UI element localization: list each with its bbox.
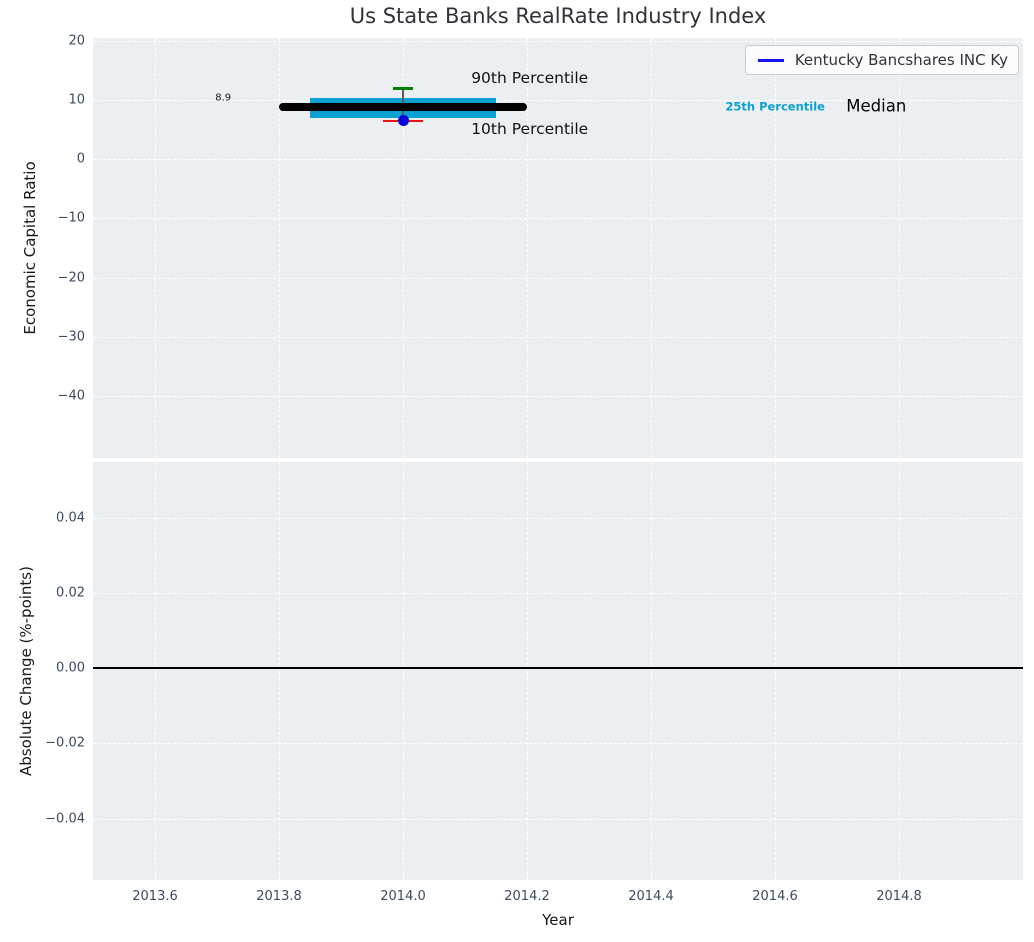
y-tick-label: −20: [57, 270, 85, 286]
y-tick-label: −30: [57, 329, 85, 345]
x-gridline: [527, 38, 528, 458]
y-gridline: [93, 818, 1023, 820]
median-value-label: 8.9: [215, 92, 232, 104]
top-y-axis-label: Economic Capital Ratio: [21, 161, 39, 335]
y-gridline: [93, 336, 1023, 338]
y-tick-label: 0.02: [56, 585, 85, 601]
top-axes: [93, 38, 1023, 458]
y-tick-label: −40: [57, 388, 85, 404]
y-gridline: [93, 277, 1023, 279]
x-gridline: [155, 38, 156, 458]
x-gridline: [775, 38, 776, 458]
x-axis-label: Year: [542, 911, 574, 929]
x-tick-label: 2014.6: [752, 889, 798, 904]
y-tick-label: 0.00: [56, 660, 85, 676]
y-gridline: [93, 159, 1023, 161]
company-point: [397, 115, 409, 127]
annotation-median: Median: [846, 96, 907, 116]
annotation-90th-percentile: 90th Percentile: [471, 69, 589, 88]
legend-label: Kentucky Bancshares INC Ky: [794, 51, 1008, 69]
annotation-25th-percentile: 25th Percentile: [725, 99, 825, 114]
y-tick-label: −0.02: [45, 735, 85, 751]
annotation-10th-percentile: 10th Percentile: [471, 119, 589, 138]
x-tick-label: 2013.8: [256, 889, 302, 904]
p90-cap: [393, 86, 413, 90]
y-tick-label: −0.04: [45, 811, 85, 827]
zero-line: [93, 667, 1023, 669]
x-gridline: [403, 462, 404, 880]
x-gridline: [899, 38, 900, 458]
legend: Kentucky Bancshares INC Ky: [745, 45, 1019, 75]
y-gridline: [93, 743, 1023, 745]
x-gridline: [527, 462, 528, 880]
bottom-y-axis-label: Absolute Change (%-points): [17, 566, 35, 776]
median-line: [279, 102, 527, 111]
x-gridline: [155, 462, 156, 880]
x-tick-label: 2014.8: [876, 889, 922, 904]
y-gridline: [93, 218, 1023, 220]
chart-title: Us State Banks RealRate Industry Index: [349, 4, 767, 28]
y-tick-label: −10: [57, 210, 85, 226]
x-tick-label: 2014.0: [380, 889, 426, 904]
y-tick-label: 0: [76, 151, 85, 167]
y-gridline: [93, 40, 1023, 42]
x-gridline: [651, 462, 652, 880]
y-tick-label: 20: [68, 33, 85, 49]
legend-line-icon: [758, 58, 784, 62]
y-tick-label: 0.04: [56, 510, 85, 526]
x-gridline: [403, 38, 404, 458]
x-gridline: [651, 38, 652, 458]
y-gridline: [93, 395, 1023, 397]
y-tick-label: 10: [68, 92, 85, 108]
x-gridline: [899, 462, 900, 880]
x-tick-label: 2014.2: [504, 889, 550, 904]
y-gridline: [93, 517, 1023, 519]
y-gridline: [93, 100, 1023, 102]
x-tick-label: 2014.4: [628, 889, 674, 904]
x-gridline: [775, 462, 776, 880]
y-gridline: [93, 592, 1023, 594]
x-tick-label: 2013.6: [132, 889, 178, 904]
bottom-axes: [93, 462, 1023, 880]
x-gridline: [279, 38, 280, 458]
x-gridline: [279, 462, 280, 880]
